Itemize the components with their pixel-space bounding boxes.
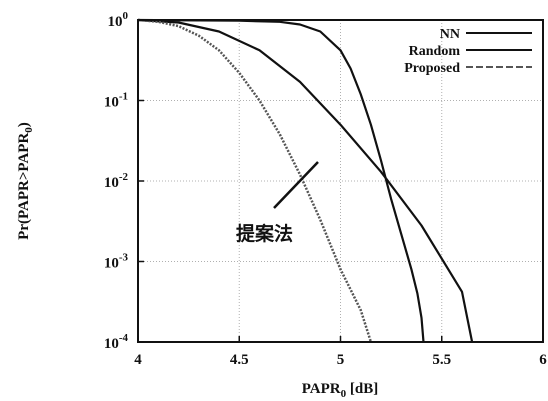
series-line-nn — [137, 18, 425, 343]
series-line-random — [137, 18, 474, 343]
x-tick-label: 5.5 — [432, 352, 451, 368]
y-axis-title: Pr(PAPR>PAPR0) — [16, 122, 35, 240]
x-tick-label: 5 — [337, 352, 345, 368]
y-tick-label: 10-1 — [104, 91, 128, 111]
series-lines — [137, 18, 474, 343]
annotation-label: 提案法 — [236, 222, 293, 245]
x-tick-labels: 4 4.5 5 5.5 6 — [134, 336, 547, 368]
legend-label-proposed: Proposed — [404, 61, 460, 76]
legend-label-random: Random — [409, 44, 461, 59]
y-tick-label: 10-3 — [104, 252, 129, 272]
x-tick-label: 4.5 — [230, 352, 249, 368]
annotation-arrow — [273, 161, 319, 209]
x-tick-label: 6 — [539, 352, 547, 368]
legend: NN Random Proposed — [404, 27, 532, 76]
x-axis-title: PAPR0 [dB] — [302, 381, 378, 400]
series-line-proposed — [137, 18, 373, 343]
y-tick-label: 100 — [108, 10, 129, 30]
legend-label-nn: NN — [440, 27, 460, 42]
x-tick-label: 4 — [134, 352, 142, 368]
annotation: 提案法 — [236, 161, 319, 245]
y-tick-labels: 100 10-1 10-2 10-3 10-4 — [104, 10, 144, 352]
y-tick-label: 10-4 — [104, 332, 129, 352]
y-tick-label: 10-2 — [104, 171, 129, 191]
